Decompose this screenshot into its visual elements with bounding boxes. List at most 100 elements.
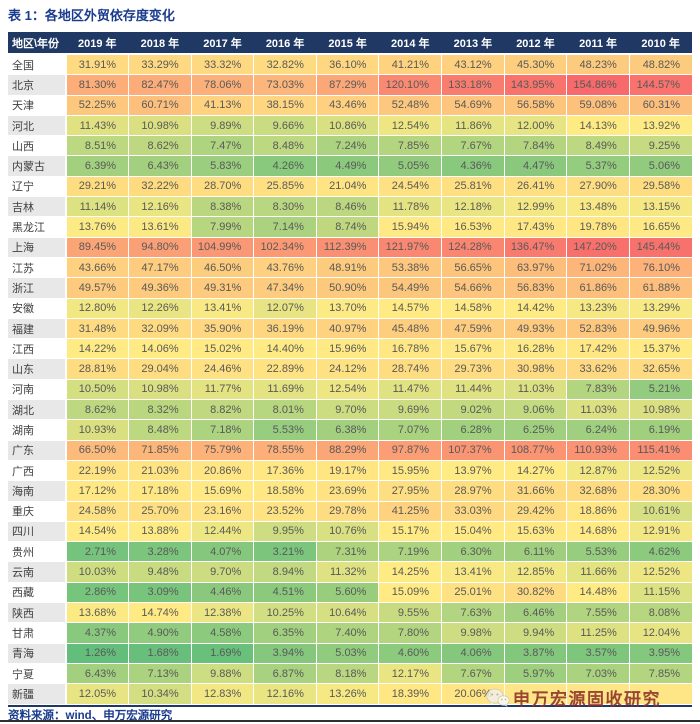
value-cell: 4.90% bbox=[128, 622, 192, 644]
value-cell: 40.97% bbox=[316, 318, 380, 340]
value-cell: 15.96% bbox=[316, 338, 380, 360]
value-cell: 41.21% bbox=[378, 54, 443, 76]
value-cell: 112.39% bbox=[316, 237, 380, 258]
value-cell: 102.34% bbox=[253, 237, 317, 258]
value-cell: 13.15% bbox=[629, 196, 692, 218]
value-cell: 124.28% bbox=[441, 237, 505, 258]
value-cell: 6.11% bbox=[504, 541, 568, 563]
table-row: 山东 28.81% 29.04% 24.46% 22.89% 24.12% 28.74% 29… bbox=[8, 358, 692, 380]
year-header: 2017 年 bbox=[191, 32, 254, 55]
value-cell: 11.78% bbox=[378, 196, 443, 218]
value-cell: 48.82% bbox=[629, 54, 692, 76]
value-cell: 30.98% bbox=[504, 358, 568, 380]
value-cell: 7.55% bbox=[566, 602, 630, 624]
trade-dependence-table: 地区\年份 2019 年 2018 年 2017 年 2016 年 2015 年 2014 … bbox=[8, 32, 692, 705]
value-cell: 8.82% bbox=[191, 399, 255, 421]
value-cell: 25.70% bbox=[128, 501, 192, 522]
value-cell: 10.61% bbox=[629, 501, 692, 522]
value-cell: 43.76% bbox=[253, 257, 317, 279]
value-cell: 7.14% bbox=[253, 216, 317, 238]
table-row: 福建 31.48% 32.09% 35.90% 36.19% 40.97% 45.48% 47… bbox=[8, 318, 692, 340]
value-cell: 12.91% bbox=[629, 521, 692, 543]
value-cell: 12.54% bbox=[316, 379, 380, 401]
value-cell: 13.70% bbox=[316, 298, 380, 319]
value-cell: 8.38% bbox=[191, 196, 255, 218]
region-label: 江苏 bbox=[8, 257, 67, 279]
value-cell: 8.62% bbox=[128, 135, 192, 157]
value-cell: 54.66% bbox=[441, 277, 505, 299]
value-cell: 15.37% bbox=[629, 338, 692, 360]
value-cell: 12.18% bbox=[441, 196, 505, 218]
value-cell: 4.47% bbox=[504, 155, 568, 177]
table-row: 黑龙江 13.76% 13.61% 7.99% 7.14% 8.74% 15.94% 16.5… bbox=[8, 216, 692, 238]
value-cell: 4.06% bbox=[441, 643, 505, 664]
value-cell: 88.29% bbox=[316, 440, 380, 461]
value-cell: 26.41% bbox=[504, 176, 568, 198]
value-cell: 12.85% bbox=[504, 561, 568, 583]
value-cell: 11.69% bbox=[253, 379, 317, 401]
region-label: 北京 bbox=[8, 74, 67, 96]
value-cell: 28.30% bbox=[629, 480, 692, 502]
value-cell: 9.06% bbox=[504, 399, 568, 421]
value-cell: 87.29% bbox=[316, 74, 380, 96]
value-cell: 15.02% bbox=[191, 338, 255, 360]
value-cell: 6.43% bbox=[128, 155, 192, 177]
value-cell: 12.38% bbox=[191, 602, 255, 624]
value-cell: 12.07% bbox=[253, 298, 317, 319]
year-header: 2019 年 bbox=[66, 32, 129, 55]
value-cell: 9.89% bbox=[191, 115, 255, 137]
value-cell: 23.16% bbox=[191, 501, 255, 522]
value-cell: 11.15% bbox=[629, 582, 692, 604]
value-cell: 7.31% bbox=[316, 541, 380, 563]
value-cell: 8.46% bbox=[316, 196, 380, 218]
value-cell: 14.48% bbox=[566, 582, 630, 604]
value-cell: 14.42% bbox=[504, 298, 568, 319]
value-cell: 7.03% bbox=[566, 663, 630, 685]
value-cell: 14.22% bbox=[66, 338, 130, 360]
value-cell: 9.69% bbox=[378, 399, 443, 421]
value-cell: 13.92% bbox=[629, 115, 692, 137]
value-cell: 13.29% bbox=[629, 298, 692, 319]
value-cell: 18.39% bbox=[378, 683, 443, 705]
value-cell: 120.10% bbox=[378, 74, 443, 96]
value-cell: 5.21% bbox=[629, 379, 692, 401]
value-cell: 1.69% bbox=[191, 643, 255, 664]
value-cell: 97.87% bbox=[378, 440, 443, 461]
table-row: 宁夏 6.43% 7.13% 9.88% 6.87% 8.18% 12.17% 7.67% 5.… bbox=[8, 663, 692, 685]
table-row: 广西 22.19% 21.03% 20.86% 17.36% 19.17% 15.95% 13… bbox=[8, 460, 692, 482]
value-cell: 29.04% bbox=[128, 358, 192, 380]
value-cell: 31.91% bbox=[66, 54, 130, 76]
value-cell: 7.80% bbox=[378, 622, 443, 644]
value-cell: 7.67% bbox=[441, 663, 505, 685]
value-cell: 1.68% bbox=[128, 643, 192, 664]
region-label: 吉林 bbox=[8, 196, 67, 218]
value-cell: 60.71% bbox=[128, 95, 192, 116]
value-cell: 41.25% bbox=[378, 501, 443, 522]
value-cell: 78.55% bbox=[253, 440, 317, 461]
value-cell: 154.86% bbox=[566, 74, 630, 96]
region-label: 山西 bbox=[8, 135, 67, 157]
value-cell: 10.76% bbox=[316, 521, 380, 543]
value-cell: 6.30% bbox=[441, 541, 505, 563]
value-cell: 14.27% bbox=[504, 460, 568, 482]
value-cell: 18.86% bbox=[566, 501, 630, 522]
value-cell: 3.95% bbox=[629, 643, 692, 664]
value-cell: 15.67% bbox=[441, 338, 505, 360]
value-cell: 50.90% bbox=[316, 277, 380, 299]
value-cell: 17.43% bbox=[504, 216, 568, 238]
value-cell: 20.06% bbox=[441, 683, 505, 705]
region-label: 全国 bbox=[8, 54, 67, 76]
region-label: 江西 bbox=[8, 338, 67, 360]
value-cell: 20.86% bbox=[191, 460, 255, 482]
value-cell: 33.29% bbox=[128, 54, 192, 76]
table-row: 新疆 12.05% 10.34% 12.83% 12.16% 13.26% 18.39% 20… bbox=[8, 683, 692, 705]
value-cell: 145.44% bbox=[629, 237, 692, 258]
region-label: 广西 bbox=[8, 460, 67, 482]
value-cell: 81.30% bbox=[66, 74, 130, 96]
value-cell: 38.15% bbox=[253, 95, 317, 116]
value-cell: 25.01% bbox=[441, 582, 505, 604]
value-cell: 4.60% bbox=[378, 643, 443, 664]
value-cell: 143.95% bbox=[504, 74, 568, 96]
value-cell: 21.03% bbox=[128, 460, 192, 482]
region-label: 海南 bbox=[8, 480, 67, 502]
